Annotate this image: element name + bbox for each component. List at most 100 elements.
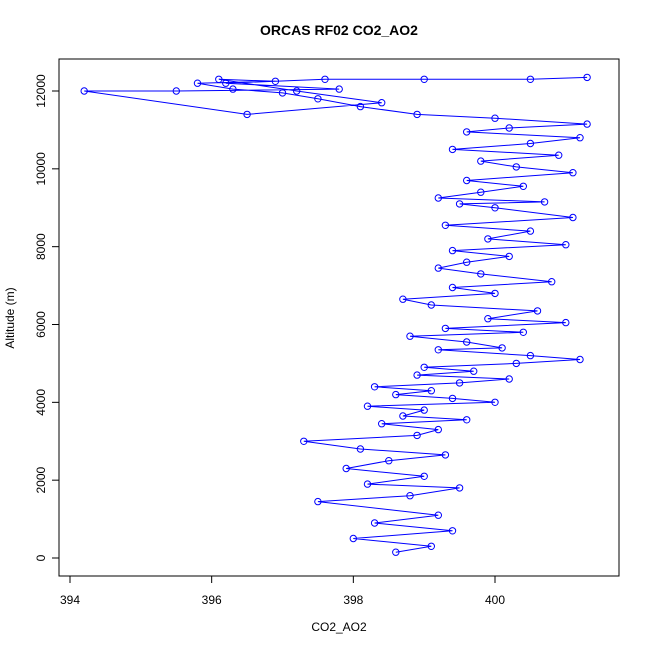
y-tick-label: 2000 <box>34 466 48 493</box>
data-point <box>583 73 591 82</box>
data-point <box>193 79 202 87</box>
data-point <box>576 355 584 364</box>
data-point <box>363 402 372 410</box>
data-point <box>427 542 435 550</box>
data-point <box>392 548 400 556</box>
data-point <box>512 359 520 368</box>
data-point <box>463 338 471 346</box>
y-axis: 0 2000 4000 6000 8000 10000 12000 <box>34 74 59 561</box>
data-point <box>427 301 435 309</box>
data-point <box>463 176 471 185</box>
data-point <box>356 102 365 111</box>
data-point <box>562 241 570 249</box>
data-point <box>243 110 251 119</box>
data-point <box>455 484 464 492</box>
data-point <box>441 451 450 459</box>
data-point <box>420 75 428 84</box>
data-point <box>363 480 372 488</box>
data-point <box>526 227 535 235</box>
data-point <box>399 412 407 420</box>
data-point <box>314 95 322 103</box>
data-point <box>378 420 386 428</box>
data-point <box>385 457 393 465</box>
data-point <box>555 151 563 159</box>
data-point <box>335 85 343 93</box>
y-tick-label: 12000 <box>34 74 48 108</box>
data-point <box>314 497 322 506</box>
data-point <box>455 379 464 387</box>
data-point <box>321 75 329 84</box>
data-point <box>477 188 485 196</box>
data-point <box>519 182 527 191</box>
data-point <box>229 85 237 93</box>
data-point <box>484 315 492 323</box>
data-point <box>278 89 287 97</box>
data-point <box>434 194 442 202</box>
data-point <box>293 87 301 95</box>
data-point <box>505 375 513 383</box>
data-point <box>540 198 549 206</box>
data-point <box>526 75 535 84</box>
x-axis: 394 396 398 400 <box>60 576 505 607</box>
data-point <box>172 87 181 95</box>
data-point <box>448 246 457 255</box>
data-point <box>434 264 442 272</box>
data-point <box>300 437 308 445</box>
data-point <box>215 75 223 84</box>
plot-frame <box>58 58 620 577</box>
chart-title: ORCAS RF02 CO2_AO2 <box>260 22 418 38</box>
data-point <box>583 120 591 128</box>
y-tick-label: 4000 <box>34 389 48 416</box>
data-point <box>356 445 365 453</box>
data-point <box>420 363 428 371</box>
data-point <box>491 204 499 212</box>
data-point <box>463 258 471 266</box>
x-tick-label: 400 <box>485 593 505 607</box>
data-point <box>434 346 442 354</box>
series-line <box>84 76 588 553</box>
data-point <box>392 390 400 399</box>
data-point <box>477 270 485 278</box>
data-point <box>441 324 450 333</box>
data-point <box>569 213 577 222</box>
data-point <box>80 87 88 95</box>
data-point <box>448 394 457 403</box>
y-axis-label: Altitude (m) <box>3 287 17 348</box>
data-point <box>463 128 471 136</box>
data-point <box>406 492 414 500</box>
data-point <box>463 416 471 424</box>
data-point <box>413 110 421 119</box>
data-point <box>271 77 280 86</box>
data-point <box>491 114 499 122</box>
data-point <box>441 221 450 230</box>
data-point <box>576 134 584 142</box>
data-point <box>349 534 357 543</box>
data-point <box>434 425 442 434</box>
data-point <box>399 295 407 303</box>
data-point <box>378 99 386 107</box>
data-point <box>498 344 506 352</box>
data-point <box>526 139 535 148</box>
data-point <box>434 511 442 519</box>
x-tick-label: 396 <box>202 593 222 607</box>
data-point <box>448 145 457 154</box>
data-point <box>448 527 457 535</box>
y-tick-label: 8000 <box>34 233 48 260</box>
x-tick-label: 398 <box>343 593 363 607</box>
data-point <box>420 406 428 414</box>
y-tick-label: 0 <box>34 554 48 561</box>
series-layer <box>80 73 591 556</box>
data-point <box>526 351 535 360</box>
data-point <box>413 431 421 440</box>
x-tick-label: 394 <box>60 593 80 607</box>
data-point <box>533 307 542 315</box>
data-point <box>342 464 350 473</box>
data-point <box>470 367 478 375</box>
y-tick-label: 6000 <box>34 311 48 338</box>
data-point <box>519 328 527 336</box>
y-tick-label: 10000 <box>34 152 48 186</box>
data-point <box>512 163 520 171</box>
data-point <box>491 398 499 406</box>
